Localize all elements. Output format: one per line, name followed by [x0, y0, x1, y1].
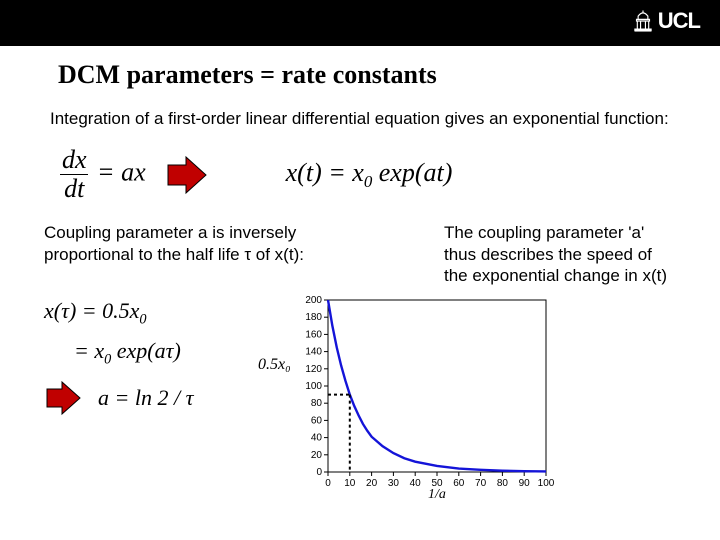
svg-text:200: 200	[305, 295, 322, 306]
eq-result: a = ln 2 / τ	[98, 385, 193, 411]
eq-half1: x(τ) = 0.5x0	[44, 298, 294, 328]
svg-text:40: 40	[410, 478, 422, 489]
svg-text:80: 80	[497, 478, 509, 489]
mid-text-row: Coupling parameter a is inversely propor…	[44, 222, 680, 286]
svg-text:180: 180	[305, 312, 322, 323]
svg-text:60: 60	[453, 478, 465, 489]
sol-suf: exp(at)	[372, 158, 452, 187]
svg-text:0: 0	[316, 467, 322, 478]
svg-text:100: 100	[538, 478, 554, 489]
arrow-icon	[164, 153, 210, 197]
sol-pre: x(t) = x	[286, 158, 364, 187]
svg-text:70: 70	[475, 478, 487, 489]
svg-text:20: 20	[311, 450, 323, 461]
logo-text: UCL	[658, 8, 700, 34]
arrow-icon	[44, 379, 84, 417]
equation-column: x(τ) = 0.5x0 = x 0 exp(aτ) a = ln 2 / τ	[44, 292, 294, 417]
ode-rhs: = ax	[91, 158, 146, 187]
result-row: a = ln 2 / τ	[44, 379, 294, 417]
speed-text: The coupling parameter 'a' thus describe…	[384, 222, 680, 286]
page-title: DCM parameters = rate constants	[58, 60, 720, 90]
svg-text:10: 10	[344, 478, 356, 489]
decay-chart: 0102030405060708090100020406080100120140…	[294, 292, 554, 502]
intro-text: Integration of a first-order linear diff…	[50, 108, 670, 129]
svg-text:90: 90	[519, 478, 531, 489]
ucl-logo: UCL	[630, 8, 700, 34]
ode-den: dt	[60, 174, 88, 202]
svg-text:0: 0	[325, 478, 331, 489]
half2-suf: exp(aτ)	[111, 338, 181, 363]
half-x0-label: 0.5x₀	[258, 356, 291, 374]
header-bar: UCL	[0, 0, 720, 46]
chart-container: 0.5x₀ 0102030405060708090100020406080100…	[294, 292, 554, 507]
half1-pre: x(τ) = 0.5x	[44, 298, 139, 323]
svg-text:80: 80	[311, 398, 323, 409]
svg-text:40: 40	[311, 433, 323, 444]
half1-sub: 0	[139, 311, 146, 327]
ode-num: dx	[58, 147, 91, 174]
equation-row-1: dx dt = ax x(t) = x0 exp(at)	[58, 147, 720, 202]
svg-text:30: 30	[388, 478, 400, 489]
svg-text:100: 100	[305, 381, 322, 392]
svg-text:140: 140	[305, 347, 322, 358]
dome-icon	[630, 8, 656, 34]
svg-text:60: 60	[311, 415, 323, 426]
half2-pre: = x	[74, 338, 104, 363]
sol-sub: 0	[364, 172, 372, 191]
coupling-text: Coupling parameter a is inversely propor…	[44, 222, 384, 265]
eq-ode: dx dt = ax	[58, 147, 146, 202]
eq-solution: x(t) = x0 exp(at)	[286, 158, 453, 192]
svg-text:20: 20	[366, 478, 378, 489]
svg-text:160: 160	[305, 329, 322, 340]
lower-band: x(τ) = 0.5x0 = x0 exp(aτ) a = ln 2 / τ 0…	[44, 292, 720, 507]
svg-text:120: 120	[305, 364, 322, 375]
svg-text:1/a: 1/a	[428, 487, 446, 502]
